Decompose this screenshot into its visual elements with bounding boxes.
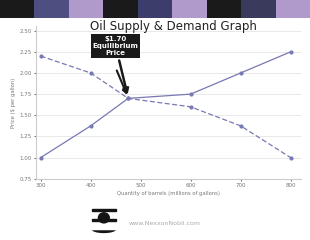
Ellipse shape xyxy=(92,225,116,232)
Bar xyxy=(69,0,103,18)
Bar xyxy=(172,0,207,18)
Text: Oil Supply & Demand Graph: Oil Supply & Demand Graph xyxy=(90,20,257,33)
FancyBboxPatch shape xyxy=(92,209,116,211)
Bar xyxy=(0,0,34,18)
Bar xyxy=(138,0,172,18)
X-axis label: Quantity of barrels (millions of gallons): Quantity of barrels (millions of gallons… xyxy=(117,191,220,196)
FancyBboxPatch shape xyxy=(89,200,119,229)
Text: www.NexxonNobil.com: www.NexxonNobil.com xyxy=(129,221,201,226)
Bar xyxy=(34,0,69,18)
Bar xyxy=(241,0,276,18)
Bar xyxy=(103,0,138,18)
FancyBboxPatch shape xyxy=(92,219,116,221)
Y-axis label: Price ($ per gallon): Price ($ per gallon) xyxy=(11,78,16,128)
Text: $1.70
Equilibrium
Price: $1.70 Equilibrium Price xyxy=(93,36,139,92)
Ellipse shape xyxy=(99,213,109,223)
Bar xyxy=(207,0,241,18)
Bar xyxy=(276,0,310,18)
Ellipse shape xyxy=(92,197,116,204)
Text: NexxonNobil: NexxonNobil xyxy=(129,204,189,213)
